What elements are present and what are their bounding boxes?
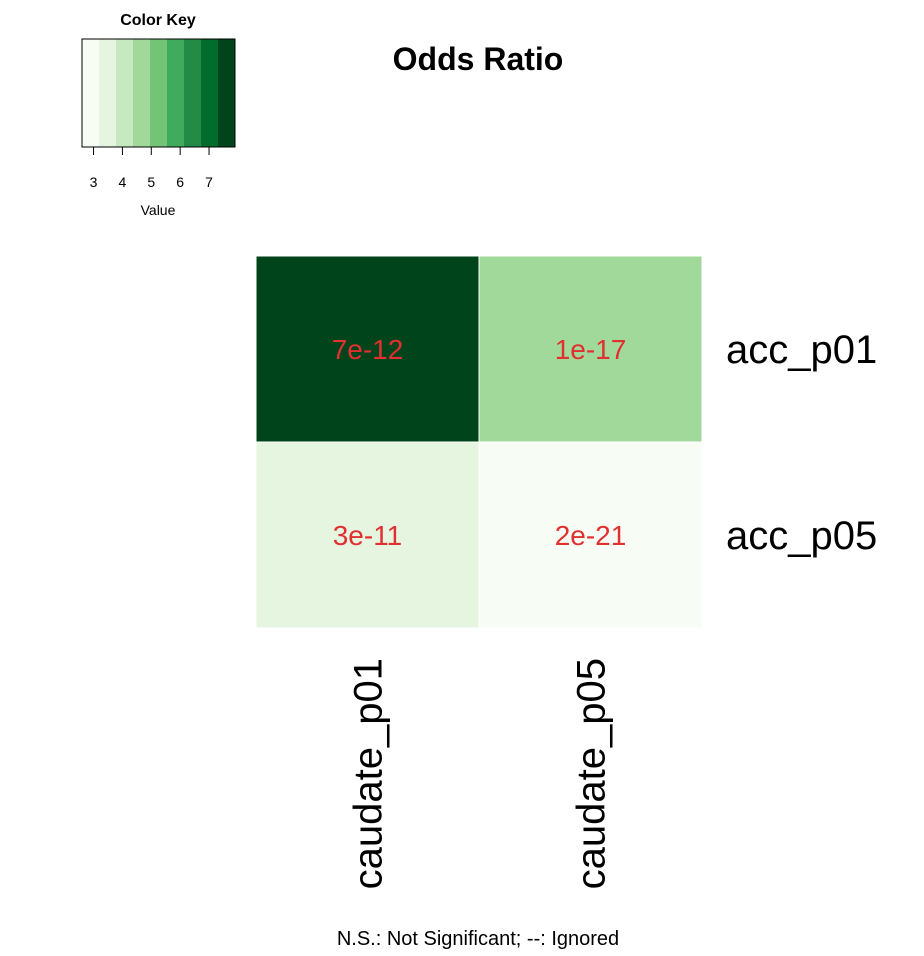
row-label: acc_p05 — [726, 514, 877, 558]
column-label: caudate_p05 — [570, 658, 614, 889]
heatmap-cell — [478, 255, 703, 443]
color-key-band — [116, 39, 134, 147]
chart-title: Odds Ratio — [393, 41, 564, 77]
color-key-tick-label: 5 — [147, 174, 155, 190]
color-key-band — [82, 39, 100, 147]
color-key-band — [218, 39, 236, 147]
color-key-frame — [81, 38, 236, 148]
row-labels: acc_p01 acc_p05 — [726, 328, 877, 558]
heatmap-cell — [255, 255, 480, 443]
color-key-band — [150, 39, 168, 147]
heatmap-cell-label: 3e-11 — [333, 520, 403, 551]
row-label: acc_p01 — [726, 328, 877, 372]
color-key-tick-label: 7 — [205, 174, 213, 190]
color-key-band — [99, 39, 117, 147]
color-key-title: Color Key — [120, 12, 196, 29]
color-key-tick-label: 4 — [119, 174, 127, 190]
heatmap-cell-label: 1e-17 — [555, 334, 627, 365]
heatmap-cell — [478, 441, 703, 629]
heatmap-cell-label: 7e-12 — [332, 334, 404, 365]
color-key: Color Key 3 4 5 6 7 Value — [81, 12, 236, 218]
color-key-band — [167, 39, 185, 147]
heatmap-cell-labels: 7e-12 1e-17 3e-11 2e-21 — [332, 334, 627, 551]
color-key-axis: 3 4 5 6 7 — [90, 147, 213, 190]
heatmap-cell — [255, 441, 480, 629]
color-key-band — [184, 39, 202, 147]
footnote: N.S.: Not Significant; --: Ignored — [337, 928, 619, 950]
color-key-band — [201, 39, 219, 147]
column-labels: caudate_p01 caudate_p05 — [347, 658, 614, 889]
color-key-band — [133, 39, 151, 147]
color-key-bands — [82, 39, 236, 147]
color-key-axis-label: Value — [141, 202, 176, 218]
color-key-tick-label: 6 — [176, 174, 184, 190]
heatmap-cells — [255, 255, 703, 629]
color-key-tick-label: 3 — [90, 174, 98, 190]
column-label: caudate_p01 — [347, 658, 391, 889]
heatmap-cell-label: 2e-21 — [555, 520, 627, 551]
